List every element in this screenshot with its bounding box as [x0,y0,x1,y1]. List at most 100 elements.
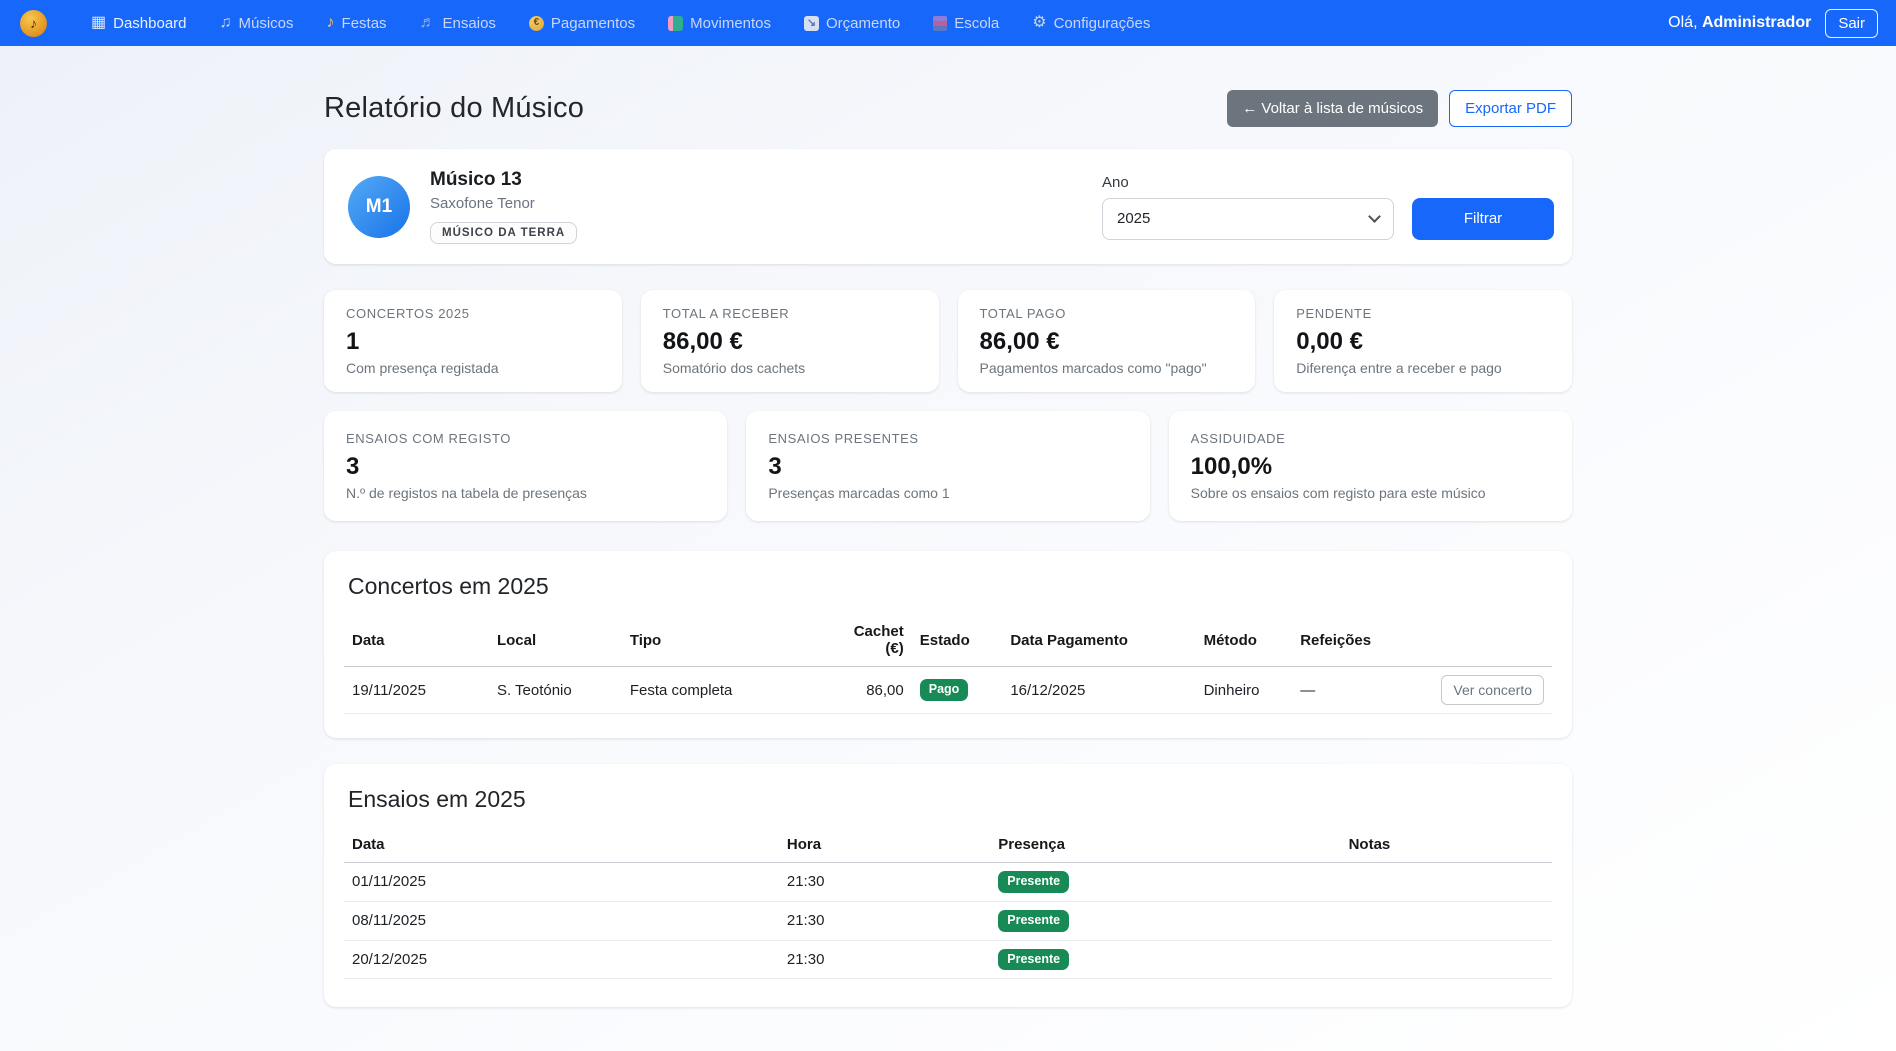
books-icon [933,15,948,31]
cell-data: 08/11/2025 [344,901,779,941]
user-greeting: Olá, Administrador [1668,14,1811,32]
musician-summary-card: M1 Músico 13 Saxofone Tenor MÚSICO DA TE… [324,149,1572,264]
stat-label: ENSAIOS COM REGISTO [346,431,512,446]
concerts-header-row: Data Local Tipo Cachet (€) Estado Data P… [344,614,1552,667]
cell-presenca: Presente [990,940,1341,980]
gear-icon: ⚙ [1032,14,1047,31]
stat-card-total-pago: TOTAL PAGO 86,00 € Pagamentos marcados c… [957,290,1256,392]
cell-notas [1340,862,1552,902]
stat-label: CONCERTOS 2025 [346,306,470,321]
cell-presenca: Presente [990,862,1341,902]
bar-chart-icon: ▦ [91,14,107,31]
nav-label-dashboard: Dashboard [113,14,187,32]
nav-item-configuracoes[interactable]: ⚙ Configurações [1032,15,1150,32]
chevron-down-icon [1368,209,1381,223]
stat-card-ensaios-presentes: ENSAIOS PRESENTES 3 Presenças marcadas c… [746,411,1150,521]
status-badge-pago: Pago [919,679,969,701]
stat-value: 86,00 € [979,328,1060,355]
year-select[interactable]: 2025 [1102,197,1394,240]
cell-tipo: Festa completa [621,666,834,714]
nav-item-escola[interactable]: Escola [933,15,999,32]
nav-item-festas[interactable]: ♪ Festas [327,15,387,32]
rehearsals-section: Ensaios em 2025 Data Hora Presença Notas… [324,764,1572,1008]
stat-value: 1 [346,328,360,355]
music-note-glyph: ♪ [30,15,37,31]
navbar-right: Olá, Administrador Sair [1668,8,1878,38]
nav-label-festas: Festas [341,14,387,32]
col-notas: Notas [1340,827,1552,863]
nav-label-orcamento: Orçamento [826,14,901,32]
music-notes-icon: ♫ [219,14,232,31]
bottom-spacer [324,1007,1572,1051]
nav-label-movimentos: Movimentos [690,14,772,32]
cell-data-pagamento: 16/12/2025 [1002,666,1196,714]
col-local: Local [488,614,622,667]
stat-sub: Com presença registada [346,360,499,376]
concerts-table: Data Local Tipo Cachet (€) Estado Data P… [344,614,1552,714]
greeting-username: Administrador [1701,14,1812,31]
filter-button[interactable]: Filtrar [1412,197,1554,240]
col-data: Data [344,614,489,667]
cell-refeicoes: — [1292,666,1401,714]
musician-name: Músico 13 [430,169,522,190]
stat-value: 0,00 € [1296,328,1363,355]
cell-estado: Pago [911,666,1003,714]
stats-row-1: CONCERTOS 2025 1 Com presença registada … [324,290,1572,392]
stat-label: ASSIDUIDADE [1190,431,1286,446]
year-filter-zone: Ano 2025 Filtrar [1102,174,1554,240]
presence-badge: Presente [998,948,1070,971]
col-acao [1400,614,1552,667]
col-cachet: Cachet (€) [833,614,912,667]
stat-value: 86,00 € [662,328,743,355]
logout-button[interactable]: Sair [1825,8,1878,38]
year-label: Ano [1102,173,1129,191]
cell-data: 19/11/2025 [344,666,489,714]
table-row: 08/11/2025 21:30 Presente [344,901,1552,941]
page-title: Relatório do Músico [324,92,585,124]
col-metodo: Método [1195,614,1293,667]
header-actions: ← Voltar à lista de músicos Exportar PDF [1227,90,1572,127]
export-pdf-button[interactable]: Exportar PDF [1449,90,1572,127]
view-concert-button[interactable]: Ver concerto [1441,675,1544,705]
cell-local: S. Teotónio [488,666,622,714]
musical-score-icon: ♬ [419,14,436,31]
stat-label: ENSAIOS PRESENTES [768,431,919,446]
back-to-musicians-button[interactable]: ← Voltar à lista de músicos [1227,90,1439,127]
cell-action: Ver concerto [1400,666,1552,714]
stat-card-ensaios-registo: ENSAIOS COM REGISTO 3 N.º de registos na… [324,411,728,521]
stat-card-pendente: PENDENTE 0,00 € Diferença entre a recebe… [1274,290,1572,392]
stat-card-total-a-receber: TOTAL A RECEBER 86,00 € Somatório dos ca… [640,290,939,392]
table-row: 19/11/2025 S. Teotónio Festa completa 86… [344,666,1552,714]
money-bag-icon: € [528,15,544,31]
col-presenca: Presença [990,827,1341,863]
saxophone-icon: ♪ [326,14,335,31]
cell-metodo: Dinheiro [1195,666,1293,714]
nav-item-ensaios[interactable]: ♬ Ensaios [420,15,496,32]
nav-label-musicos: Músicos [238,14,294,32]
musician-info: Músico 13 Saxofone Tenor MÚSICO DA TERRA [430,169,578,244]
top-navbar: ♪ ▦ Dashboard ♫ Músicos ♪ Festas ♬ Ensai… [0,0,1896,46]
rehearsals-header-row: Data Hora Presença Notas [344,827,1552,863]
nav-item-movimentos[interactable]: Movimentos [668,15,771,32]
nav-item-pagamentos[interactable]: € Pagamentos [528,15,635,32]
cell-notas [1340,901,1552,941]
nav-item-musicos[interactable]: ♫ Músicos [220,15,294,32]
presence-badge: Presente [998,871,1070,893]
col-data-pagamento: Data Pagamento [1002,614,1196,667]
stats-row-2: ENSAIOS COM REGISTO 3 N.º de registos na… [324,411,1572,521]
musician-instrument: Saxofone Tenor [430,195,535,212]
nav-item-orcamento[interactable]: ↘ Orçamento [804,15,900,32]
stat-sub: Presenças marcadas como 1 [768,485,950,501]
col-data: Data [344,827,779,863]
stat-label: TOTAL A RECEBER [662,306,790,321]
presence-badge: Presente [998,909,1070,932]
stat-label: PENDENTE [1296,306,1372,321]
cell-cachet: 86,00 [833,666,912,714]
year-select-value: 2025 [1117,210,1151,227]
nav-item-dashboard[interactable]: ▦ Dashboard [91,15,187,32]
stat-label: TOTAL PAGO [979,306,1066,321]
rehearsals-title: Ensaios em 2025 [348,786,526,812]
cell-hora: 21:30 [778,862,991,902]
band-logo-icon[interactable]: ♪ [20,9,47,37]
page-container: Relatório do Músico ← Voltar à lista de … [324,46,1572,1051]
